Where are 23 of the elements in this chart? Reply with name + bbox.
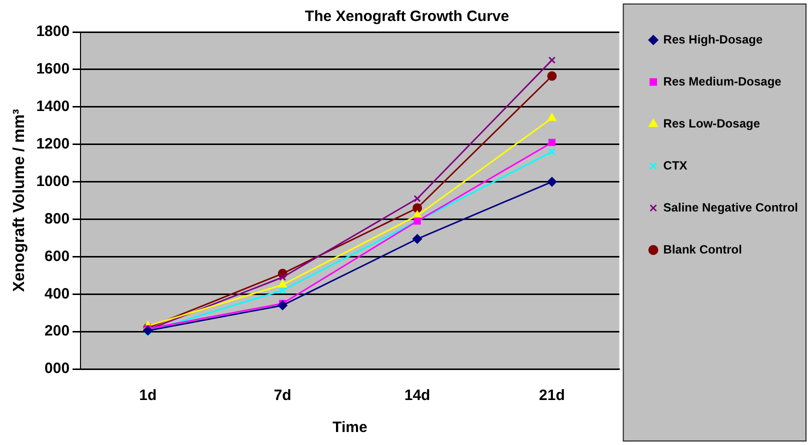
y-tick-label: 1200 <box>36 135 70 152</box>
legend-label: CTX <box>663 158 688 172</box>
x-tick-label: 21d <box>539 387 565 404</box>
legend-label: Res Medium-Dosage <box>663 74 782 88</box>
x-tick-label: 14d <box>404 387 430 404</box>
y-tick-label: 800 <box>44 210 70 228</box>
legend-label: Res Low-Dosage <box>663 116 760 130</box>
y-axis-title: Xenograft Volume / mm³ <box>11 109 28 292</box>
y-tick-label: 1800 <box>36 23 70 40</box>
y-tick-label: 1000 <box>36 172 70 190</box>
y-tick-label: 1400 <box>36 98 70 116</box>
legend-label: Blank Control <box>663 242 742 256</box>
y-tick-label: 1600 <box>36 60 70 78</box>
y-tick-label: 400 <box>44 285 70 302</box>
x-tick-label: 7d <box>274 387 292 404</box>
x-tick-label: 1d <box>139 387 157 404</box>
legend-label: Saline Negative Control <box>663 200 798 214</box>
y-tick-label: 000 <box>44 360 70 378</box>
x-axis-title: Time <box>332 419 368 436</box>
y-tick-label: 600 <box>44 248 70 265</box>
legend-label: Res High-Dosage <box>663 32 763 46</box>
chart-title: The Xenograft Growth Curve <box>304 8 510 26</box>
y-tick-label: 200 <box>44 322 70 340</box>
